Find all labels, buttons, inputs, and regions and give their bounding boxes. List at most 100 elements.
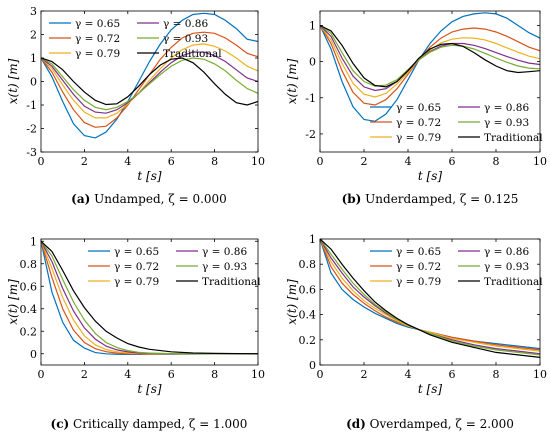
x-axis-label: t [s] xyxy=(418,169,442,183)
x-tick-label: 2 xyxy=(361,155,368,168)
series-line-1 xyxy=(320,12,540,122)
series-line-4 xyxy=(41,241,258,355)
plot-frame xyxy=(319,238,541,366)
legend-entry: γ = 0.79 xyxy=(75,48,120,60)
y-tick-label: 1 xyxy=(30,52,37,65)
legend-entry: Traditional xyxy=(484,276,543,288)
legend-entry: γ = 0.79 xyxy=(396,132,441,144)
legend-entry: γ = 0.79 xyxy=(114,276,159,288)
y-tick-label: 0.6 xyxy=(299,283,317,296)
legend-entry: γ = 0.86 xyxy=(163,18,208,30)
y-tick-label: 0.2 xyxy=(299,334,317,347)
series-line-6 xyxy=(41,240,258,355)
x-tick-label: 10 xyxy=(533,368,547,381)
y-tick-label: 0.6 xyxy=(20,280,38,293)
caption-text: Undamped, ζ = 0.000 xyxy=(90,192,227,206)
x-tick-label: 2 xyxy=(81,368,88,381)
panel-caption: (b) Underdamped, ζ = 0.125 xyxy=(342,192,519,206)
series-line-2 xyxy=(41,241,258,355)
series-line-5 xyxy=(320,25,540,87)
y-tick-label: -1 xyxy=(305,92,316,105)
legend-entry: γ = 0.93 xyxy=(484,261,529,273)
legend-entry: γ = 0.72 xyxy=(114,261,159,273)
series-line-5 xyxy=(41,57,258,111)
x-tick-label: 8 xyxy=(211,368,218,381)
x-axis-label: t [s] xyxy=(137,169,161,183)
legend-entry: γ = 0.93 xyxy=(484,117,529,129)
y-axis-label: x(t) [m] xyxy=(6,279,20,325)
chart-panel-2: 0 2 4 6 8 10 -2 -1 0 1 t [s] x(t) [m] γ = 0.65 γ = 0.… xyxy=(285,10,547,183)
legend-entry: γ = 0.72 xyxy=(396,117,441,129)
series-line-1 xyxy=(41,241,258,355)
caption-text: Overdamped, ζ = 2.000 xyxy=(366,417,514,431)
x-tick-label: 6 xyxy=(449,155,456,168)
x-axis-label: t [s] xyxy=(418,382,442,396)
series-line-3 xyxy=(41,43,258,119)
series-line-6 xyxy=(41,57,258,106)
y-tick-label: 0.8 xyxy=(20,258,38,271)
x-tick-label: 10 xyxy=(251,155,265,168)
caption-text: Underdamped, ζ = 0.125 xyxy=(361,192,518,206)
legend-entry: γ = 0.65 xyxy=(396,102,441,114)
x-tick-label: 0 xyxy=(317,155,324,168)
series-line-6 xyxy=(320,24,540,88)
series-line-3 xyxy=(320,239,540,352)
y-axis-label: x(t) [m] xyxy=(6,58,20,104)
y-tick-label: -1 xyxy=(26,99,37,112)
x-tick-label: 0 xyxy=(317,368,324,381)
series-line-3 xyxy=(41,241,258,355)
series-line-6 xyxy=(320,239,540,358)
y-tick-label: 0 xyxy=(309,56,316,69)
y-tick-label: 0.4 xyxy=(299,309,317,322)
legend-entry: γ = 0.72 xyxy=(75,33,120,45)
x-tick-label: 10 xyxy=(533,155,547,168)
y-tick-label: 3 xyxy=(30,5,37,18)
x-tick-label: 6 xyxy=(168,368,175,381)
legend-entry: γ = 0.65 xyxy=(75,18,120,30)
x-tick-label: 0 xyxy=(38,155,45,168)
y-tick-label: -2 xyxy=(305,128,316,141)
legend-entry: γ = 0.65 xyxy=(396,246,441,258)
x-tick-label: 4 xyxy=(124,368,131,381)
y-axis-label: x(t) [m] xyxy=(285,58,299,104)
series-line-4 xyxy=(320,25,540,92)
x-tick-label: 4 xyxy=(124,155,131,168)
series-line-4 xyxy=(41,51,258,114)
x-tick-label: 6 xyxy=(168,155,175,168)
y-tick-label: 0.2 xyxy=(20,325,38,338)
x-tick-label: 8 xyxy=(211,155,218,168)
plot-frame xyxy=(319,10,541,153)
x-tick-label: 2 xyxy=(81,155,88,168)
legend-entry: γ = 0.86 xyxy=(484,102,529,114)
legend-entry: γ = 0.86 xyxy=(484,246,529,258)
legend-entry: γ = 0.93 xyxy=(202,261,247,273)
y-tick-label: 0.8 xyxy=(299,258,317,271)
y-tick-label: 2 xyxy=(30,29,37,42)
legend-entry: Traditional xyxy=(202,276,261,288)
caption-label: (a) xyxy=(71,192,90,206)
y-tick-label: 1 xyxy=(30,235,37,248)
y-tick-label: 0.4 xyxy=(20,303,38,316)
caption-label: (d) xyxy=(346,417,366,431)
legend-entry: γ = 0.93 xyxy=(163,33,208,45)
x-tick-label: 2 xyxy=(361,368,368,381)
y-tick-label: 0 xyxy=(309,359,316,372)
chart-panel-4: 0 2 4 6 8 10 0 0.2 0.4 0.6 0.8 1 t [s] x(t) [m] γ = 0.… xyxy=(285,233,547,396)
plot-frame xyxy=(40,238,259,366)
y-tick-label: 1 xyxy=(309,19,316,32)
y-tick-label: -3 xyxy=(26,146,37,159)
legend-entry: γ = 0.65 xyxy=(114,246,159,258)
caption-text: Critically damped, ζ = 1.000 xyxy=(69,417,247,431)
y-tick-label: 1 xyxy=(309,233,316,246)
legend-entry: γ = 0.72 xyxy=(396,261,441,273)
x-tick-label: 6 xyxy=(449,368,456,381)
series-line-2 xyxy=(320,25,540,106)
x-tick-label: 4 xyxy=(405,368,412,381)
x-tick-label: 8 xyxy=(493,368,500,381)
legend-entry: Traditional xyxy=(163,48,222,60)
x-axis-label: t [s] xyxy=(137,382,161,396)
y-tick-label: 0 xyxy=(30,76,37,89)
legend-entry: Traditional xyxy=(484,132,543,144)
panel-caption: (d) Overdamped, ζ = 2.000 xyxy=(346,417,514,431)
